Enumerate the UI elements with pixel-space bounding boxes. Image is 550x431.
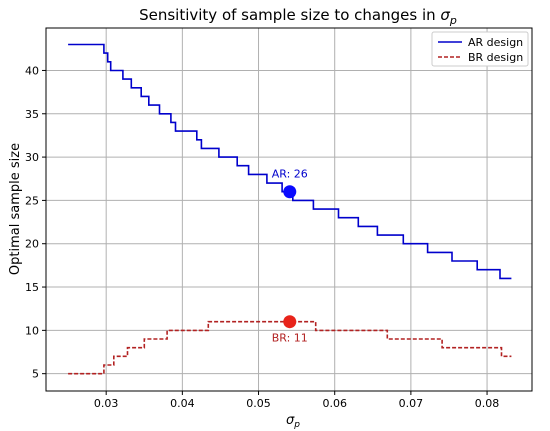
y-tick-label: 35: [25, 108, 39, 121]
series-layer: [68, 43, 512, 375]
br-annotation: BR: 11: [272, 332, 308, 345]
ar-marker: [283, 185, 297, 199]
x-axis-label: σp: [286, 413, 300, 430]
x-tick-label: 0.06: [322, 397, 347, 410]
y-tick-label: 10: [25, 324, 39, 337]
y-tick-label: 20: [25, 238, 39, 251]
y-tick-label: 40: [25, 64, 39, 77]
x-tick-label: 0.07: [399, 397, 424, 410]
y-tick-label: 30: [25, 151, 39, 164]
marker-layer: AR: 26 BR: 11: [272, 168, 308, 345]
y-tick-label: 25: [25, 194, 39, 207]
x-ticks: 0.03 0.04 0.05 0.06 0.07 0.08: [94, 391, 499, 410]
br-design-line: [68, 320, 512, 375]
x-tick-label: 0.04: [170, 397, 195, 410]
x-tick-label: 0.03: [94, 397, 119, 410]
y-axis-label: Optimal sample size: [8, 143, 23, 275]
legend-label: AR design: [468, 36, 523, 49]
x-tick-label: 0.05: [246, 397, 271, 410]
plot-frame: [45, 27, 533, 392]
x-tick-label: 0.08: [475, 397, 500, 410]
ar-design-line: [68, 43, 512, 280]
ar-annotation: AR: 26: [272, 168, 308, 181]
br-marker: [283, 315, 297, 329]
y-tick-label: 15: [25, 281, 39, 294]
legend: AR design BR design: [431, 31, 529, 67]
grid: [46, 28, 532, 391]
chart-title: Sensitivity of sample size to changes in…: [139, 6, 457, 27]
legend-label: BR design: [468, 51, 523, 64]
y-ticks: 5 10 15 20 25 30 35 40: [25, 64, 46, 381]
y-tick-label: 5: [32, 368, 39, 381]
